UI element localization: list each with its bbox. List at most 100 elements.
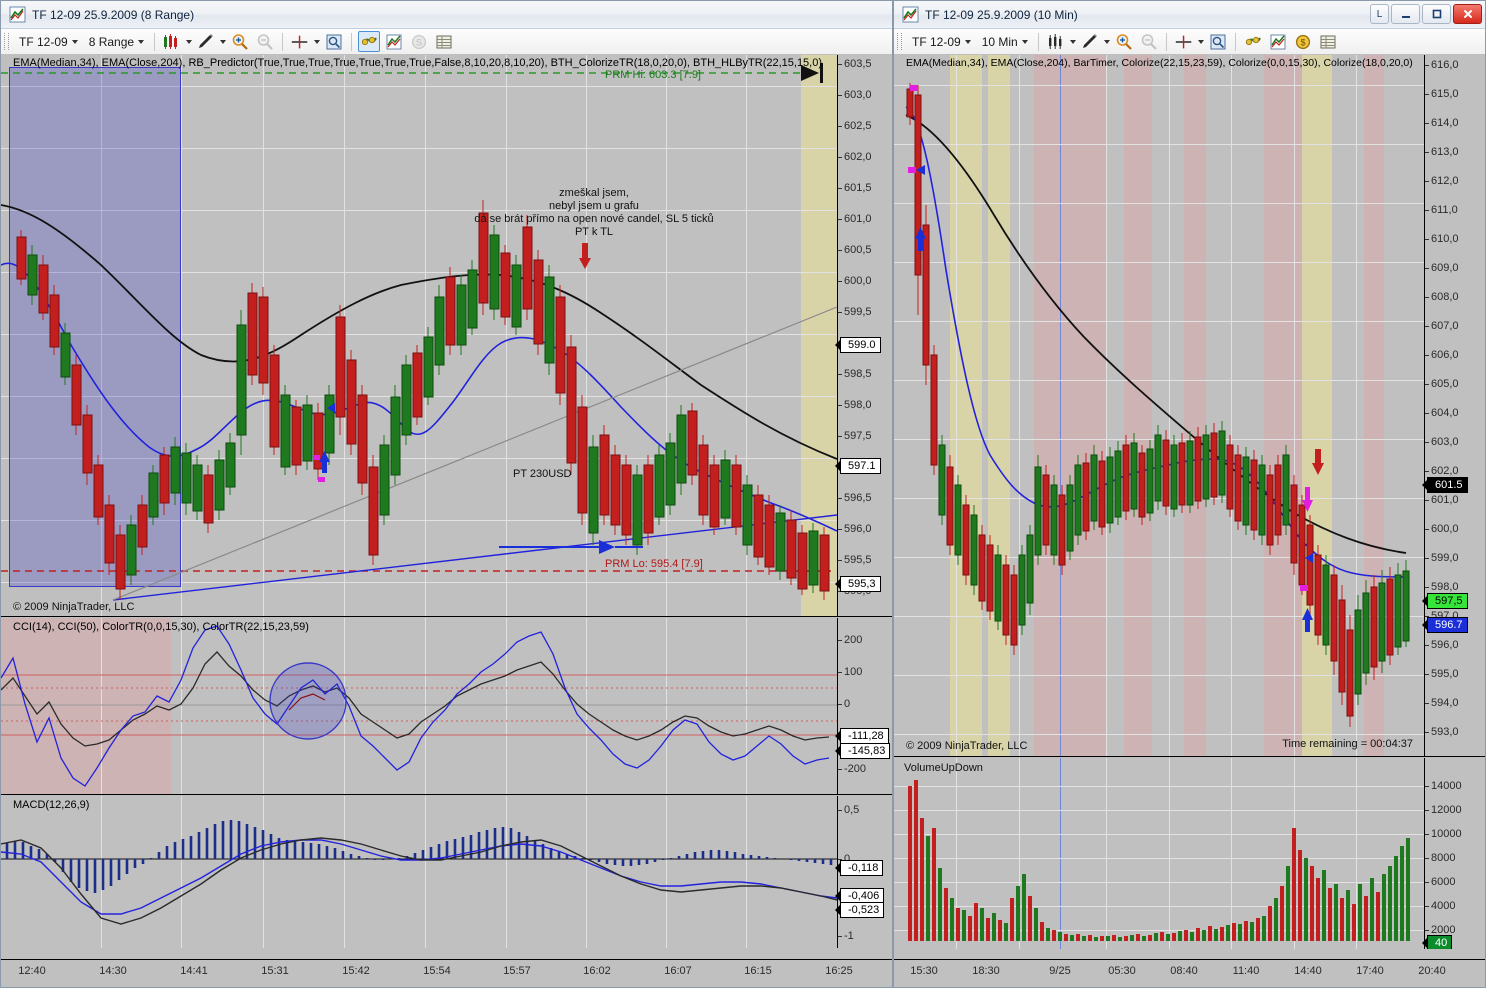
time-axis-right[interactable]: 15:30 18:30 9/25 05:30 08:40 11:40 14:40… [894,959,1485,987]
magenta-marker [910,85,918,91]
toolbar-divider [282,32,284,51]
instrument-selector-right[interactable]: TF 12-09 [908,34,975,50]
commission-icon[interactable]: $ [1292,31,1314,52]
link-button[interactable]: L [1370,4,1389,24]
chevron-down-icon[interactable] [314,39,321,44]
data-box-icon[interactable] [323,31,345,52]
price-yaxis-left[interactable]: 603,5 603,0 602,5 602,0 601,5 601,0 600,… [837,55,892,616]
chevron-down-icon [71,39,78,44]
bars-style-icon[interactable] [161,31,183,52]
indicator-icon[interactable] [383,31,405,52]
session-zone-pink [1034,55,1106,756]
instrument-selector-left[interactable]: TF 12-09 [15,34,82,50]
chart-panes-right[interactable]: EMA(Median,34), EMA(Close,204), BarTimer… [894,55,1485,987]
properties-icon[interactable] [433,31,455,52]
window-controls: L [1370,4,1482,24]
short-signal-arrow-right [1312,449,1324,475]
annotation-line-1: zmeškal jsem, [559,187,629,199]
price-chart-svg-left [1,63,837,601]
price-pane-right[interactable]: EMA(Median,34), EMA(Close,204), BarTimer… [894,55,1485,757]
drawing-tools-icon[interactable] [1079,31,1101,52]
toolbar-divider [351,32,353,51]
zoom-in-icon[interactable] [1113,31,1135,52]
session-zone-pink [1364,55,1384,756]
x-tick: 15:42 [342,965,370,977]
indicator-icon[interactable] [1267,31,1289,52]
maximize-button[interactable] [1422,4,1451,24]
cci-plot-left[interactable] [1,618,892,794]
chart-icon [9,6,26,23]
instrument-label-left: TF 12-09 [19,34,68,49]
chevron-down-icon[interactable] [1103,39,1110,44]
data-box-icon[interactable] [1207,31,1229,52]
price-yaxis-right[interactable]: 616,0 615,0 614,0 613,0 612,0 611,0 610,… [1424,55,1485,756]
cci-pane-left[interactable]: CCI(14), CCI(50), ColorTR(0,0,15,30), Co… [1,618,892,795]
time-axis-left[interactable]: 12:40 14:30 14:41 15:31 15:42 15:54 15:5… [1,959,1177,987]
toolbar-grip[interactable] [897,33,902,50]
pt-trade-arrow [499,540,643,554]
chart-window-left: TF 12-09 25.9.2009 (8 Range) TF 12-09 8 … [0,0,893,988]
zoom-out-icon[interactable] [1138,31,1160,52]
x-tick: 15:57 [503,965,531,977]
volume-plot-right[interactable] [894,758,1485,949]
price-pane-left[interactable]: zmeškal jsem, nebyl jsem u grafu dá se b… [1,55,892,617]
macd-yaxis-left[interactable]: 0,5 0 -1 -0,118 -0,406 -0,523 [837,796,892,948]
x-tick: 17:40 [1356,965,1384,977]
svg-text:S: S [416,37,422,47]
drawing-tools-icon[interactable] [195,31,217,52]
strategy-icon[interactable] [1242,31,1264,52]
volume-pane-right[interactable]: VolumeUpDown 14000 12000 10000 8000 6000… [894,758,1485,949]
chevron-down-icon[interactable] [220,39,227,44]
toolbar-divider [154,32,156,51]
interval-selector-left[interactable]: 8 Range [85,34,148,50]
price-indicators-right: EMA(Median,34), EMA(Close,204), BarTimer… [906,57,1413,69]
chart-panes-left[interactable]: zmeškal jsem, nebyl jsem u grafu dá se b… [1,55,1177,987]
macd-chart-svg [1,820,837,925]
long-signal-arrow-right-2 [1302,608,1313,632]
bars-style-icon[interactable] [1045,31,1067,52]
chevron-down-icon [964,39,971,44]
toolbar-grip[interactable] [4,33,9,50]
annotation-line-4: PT k TL [574,226,614,238]
x-tick: 15:31 [261,965,289,977]
cci-indicators-left: CCI(14), CCI(50), ColorTR(0,0,15,30), Co… [13,621,309,633]
crosshair-icon[interactable] [1173,31,1195,52]
titlebar-left[interactable]: TF 12-09 25.9.2009 (8 Range) [1,1,892,29]
volume-value-marker: 40 [1427,935,1453,949]
chevron-down-icon[interactable] [1197,39,1204,44]
x-tick: 18:30 [972,965,1000,977]
annotation-line-3: dá se brát přímo na open nové candel, SL… [474,213,714,225]
x-tick: 20:40 [1418,965,1446,977]
chevron-down-icon[interactable] [186,39,193,44]
zoom-in-icon[interactable] [229,31,251,52]
crosshair-icon[interactable] [289,31,311,52]
chevron-down-icon[interactable] [1069,39,1076,44]
x-tick: 16:25 [825,965,853,977]
prm-hi-arrow [801,63,823,83]
interval-selector-right[interactable]: 10 Min [978,34,1032,50]
x-tick: 08:40 [1170,965,1198,977]
close-button[interactable] [1453,4,1482,24]
price-plot-left[interactable]: zmeškal jsem, nebyl jsem u grafu dá se b… [1,55,892,616]
properties-icon[interactable] [1317,31,1339,52]
magenta-signal-arrow-right [1302,487,1313,512]
cci-yaxis-left[interactable]: 200 100 0 -200 -111,28 -145,83 [837,618,892,794]
session-zone-pink [1184,55,1206,756]
chart-icon [902,6,919,23]
macd-signal-value-marker: -0,523 [840,902,885,918]
zoom-out-icon[interactable] [254,31,276,52]
macd-pane-left[interactable]: MACD(12,26,9) 0,5 0 -1 -0,118 -0,406 -0,… [1,796,892,948]
volume-yaxis-right[interactable]: 14000 12000 10000 8000 6000 4000 2000 40 [1424,758,1485,949]
instrument-label-right: TF 12-09 [912,34,961,49]
chevron-down-icon [138,39,145,44]
macd-hist-value-marker: -0,118 [840,860,884,876]
cci-chart-svg [1,625,837,787]
macd-plot-left[interactable] [1,796,892,948]
titlebar-right[interactable]: TF 12-09 25.9.2009 (10 Min) L [894,1,1485,29]
minimize-button[interactable] [1391,4,1420,24]
price-plot-right[interactable] [894,55,1485,756]
commission-icon[interactable]: S [408,31,430,52]
strategy-icon[interactable] [358,31,381,52]
chevron-down-icon [1021,39,1028,44]
